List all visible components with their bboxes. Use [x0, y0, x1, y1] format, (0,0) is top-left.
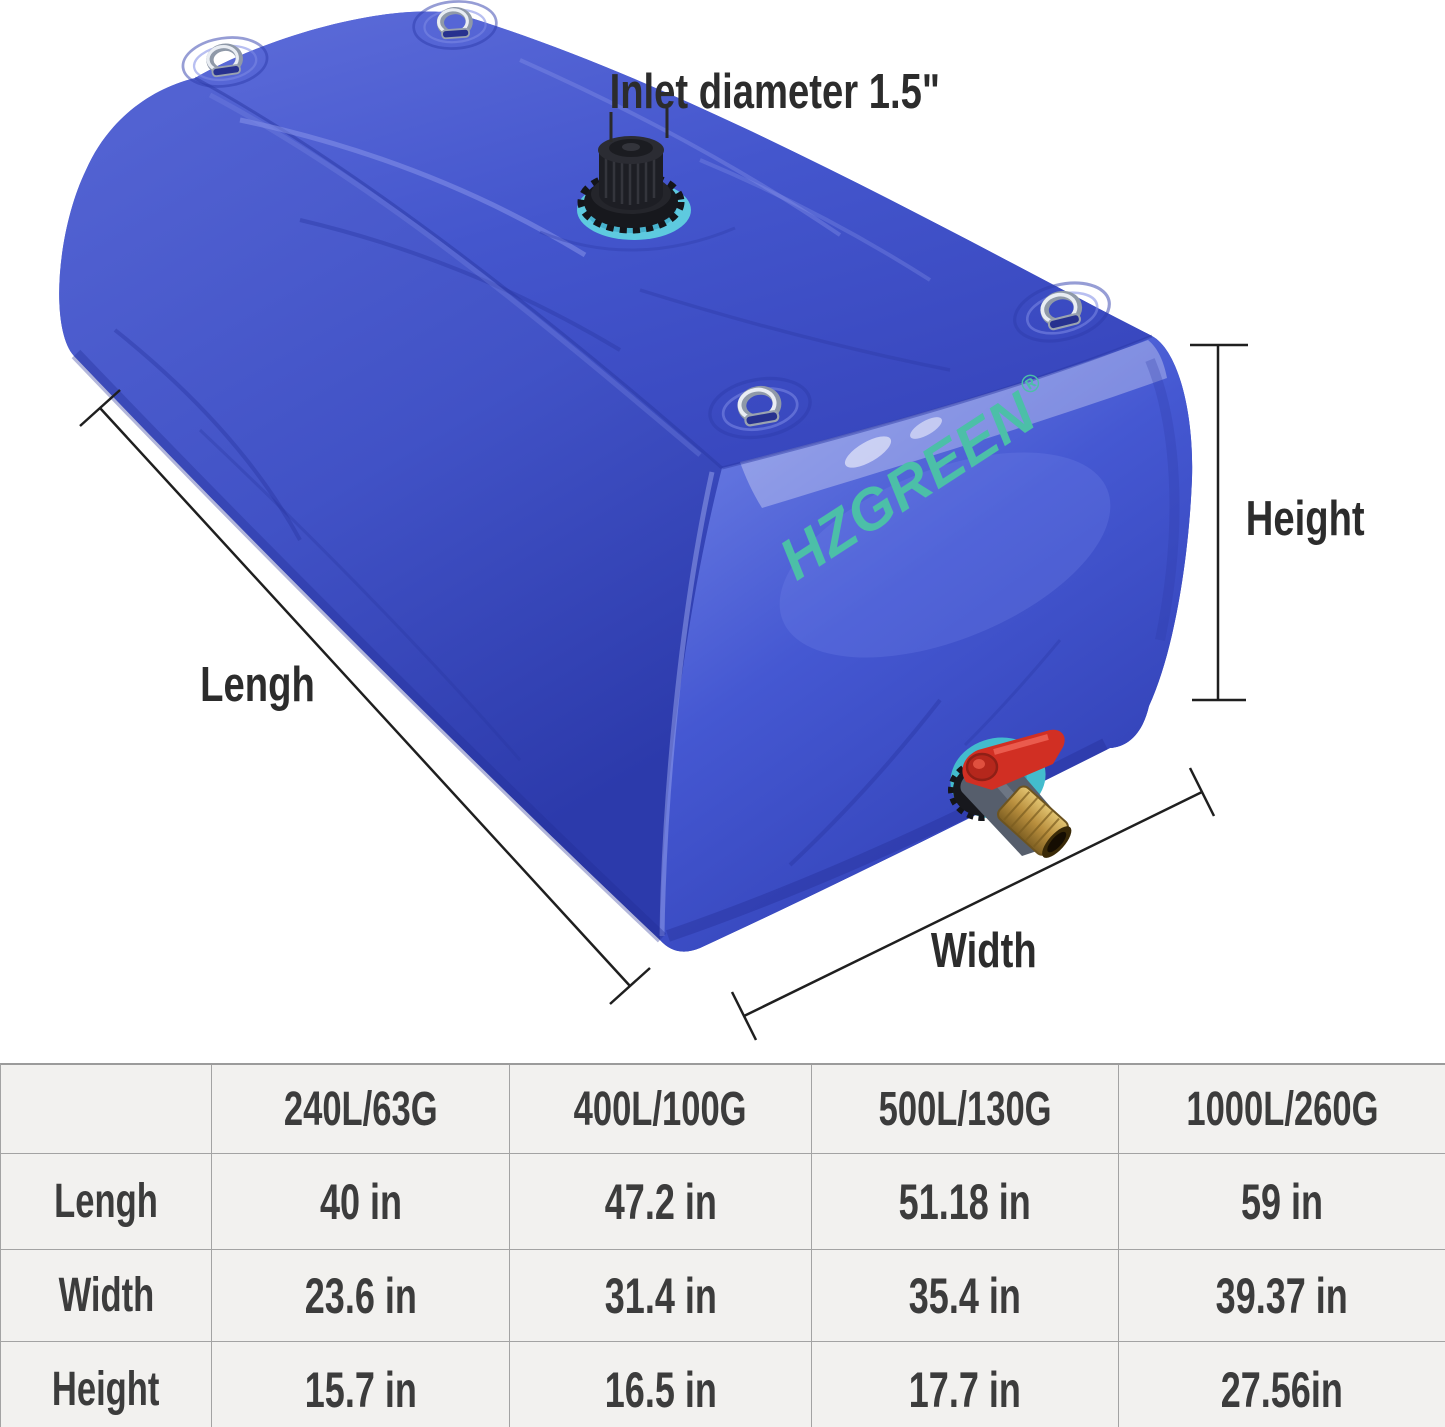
- inlet-diameter-text: Inlet diameter 1.5": [609, 65, 941, 119]
- spec-cell-height-240l: 15.7 in: [212, 1342, 510, 1427]
- tank-end-face: [660, 336, 1193, 952]
- width-dimension-line: [730, 767, 1216, 1041]
- end-face-sheen: [779, 452, 1111, 658]
- dimension-lines: [79, 343, 1248, 1041]
- height-dimension-line: [1190, 343, 1248, 702]
- spec-header-240l: 240L/63G: [212, 1065, 510, 1154]
- spec-cell-width-1000l: 39.37 in: [1119, 1250, 1445, 1342]
- length-text: Lengh: [200, 658, 315, 712]
- tank-body: [59, 11, 1193, 952]
- spec-cell-height-500l: 17.7 in: [812, 1342, 1119, 1427]
- width-text: Width: [931, 924, 1037, 978]
- valve-brass-outlet: [997, 785, 1072, 858]
- spec-row-label-width: Width: [1, 1250, 212, 1342]
- spec-row-label-length: Lengh: [1, 1154, 212, 1250]
- spec-cell-width-400l: 31.4 in: [510, 1250, 812, 1342]
- width-dimension-label: Width: [886, 918, 1082, 984]
- spec-cell-length-400l: 47.2 in: [510, 1154, 812, 1250]
- spec-header-500l: 500L/130G: [812, 1065, 1119, 1154]
- spec-cell-width-500l: 35.4 in: [812, 1250, 1119, 1342]
- spec-cell-width-240l: 23.6 in: [212, 1250, 510, 1342]
- length-dimension-label: Lengh: [140, 652, 375, 718]
- spec-cell-length-240l: 40 in: [212, 1154, 510, 1250]
- spec-table: 240L/63G 400L/100G 500L/130G 1000L/260G …: [0, 1063, 1445, 1427]
- tank-illustration: HZGREEN®: [59, 0, 1248, 1041]
- tank-top-face: [195, 11, 1152, 469]
- spec-cell-length-500l: 51.18 in: [812, 1154, 1119, 1250]
- spec-cell-length-1000l: 59 in: [1119, 1154, 1445, 1250]
- height-text: Height: [1245, 492, 1365, 546]
- spec-header-400l: 400L/100G: [510, 1065, 812, 1154]
- inlet-measure-ticks: [609, 108, 669, 142]
- spec-cell-height-400l: 16.5 in: [510, 1342, 812, 1427]
- inlet-cap: [577, 108, 691, 240]
- drain-valve: [948, 729, 1072, 858]
- spec-cell-height-1000l: 27.56in: [1119, 1342, 1445, 1427]
- inlet-diameter-label: Inlet diameter 1.5": [552, 64, 998, 120]
- spec-header-empty: [1, 1065, 212, 1154]
- tank-left-face: [59, 78, 723, 940]
- spec-row-label-height: Height: [1, 1342, 212, 1427]
- height-dimension-label: Height: [1216, 486, 1394, 552]
- length-dimension-line: [79, 389, 651, 1005]
- spec-header-1000l: 1000L/260G: [1119, 1065, 1445, 1154]
